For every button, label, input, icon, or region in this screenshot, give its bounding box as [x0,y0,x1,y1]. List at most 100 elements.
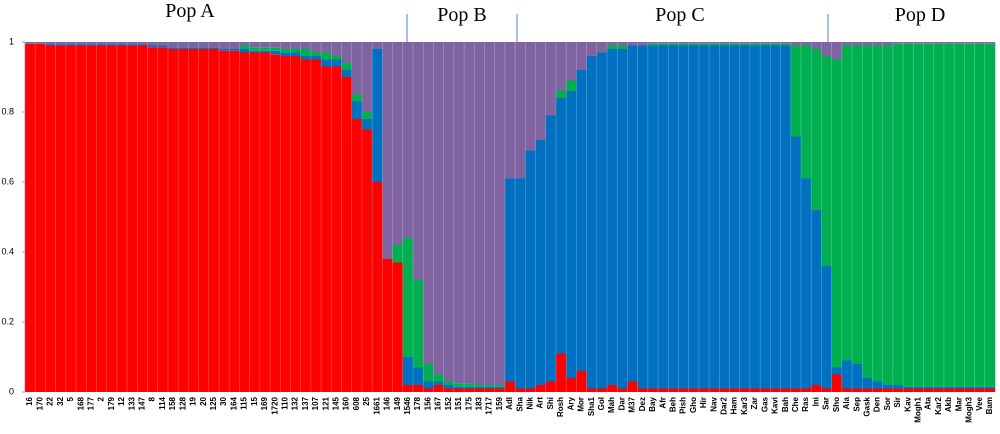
x-tick-label: Kav [903,396,912,411]
annotation: Pop B [437,4,486,26]
bar-segment [770,388,781,392]
x-tick-label: Gas [760,396,769,412]
bar-segment [678,45,689,389]
bar-segment [627,45,638,382]
bar-segment [229,50,240,392]
bar-segment [698,45,710,389]
bar-segment [658,388,669,392]
x-tick-label: Pish [679,397,688,414]
bar-segment [780,45,792,389]
bar-segment [535,140,547,385]
bar-segment [423,42,434,364]
bar-segment [678,388,689,392]
bar-segment [321,52,332,60]
x-tick-label: 132 [291,396,300,410]
bar-segment [954,43,965,387]
bar-segment [423,388,434,392]
bar-segment [821,266,832,389]
bar-segment [198,47,210,49]
x-tick-label: Afr [658,397,667,409]
bar-segment [841,388,853,392]
x-tick-label: 170 [35,396,44,410]
x-tick-label: Beh [668,397,677,412]
bar-segment [647,42,659,44]
x-tick-label: 179 [107,396,116,410]
x-tick-label: 149 [393,396,402,410]
bar-segment [678,43,689,46]
bar-segment [372,182,383,392]
bar-segment [280,56,291,392]
bar-segment [453,388,465,392]
bar-segment [361,112,373,119]
x-tick-label: Dar [617,397,626,410]
bar-segment [137,45,148,392]
bar-segment [127,42,138,45]
bar-segment [576,70,587,371]
x-tick-label: 30 [219,396,228,405]
x-tick-label: 15 [250,396,259,405]
bar-segment [372,42,383,49]
bar-segment [586,42,598,56]
bar-segment [464,383,475,387]
bar-segment [300,56,312,60]
bar-segment [310,59,322,392]
bar-segment [637,42,649,46]
bar-segment [913,388,924,392]
x-tick-label: Ary [566,396,575,410]
bar-segment [413,280,424,368]
bar-segment [933,42,945,44]
bar-segment [290,52,301,56]
bar-segment [504,42,516,179]
bar-segment [596,42,608,53]
x-tick-label: Gol [597,397,606,410]
bar-segment [106,45,118,392]
x-tick-label: 608 [352,396,361,410]
bar-segment [45,45,56,392]
bar-segment [739,45,751,389]
bar-segment [106,42,118,45]
x-tick-label: Akb [944,397,953,412]
bar-segment [351,101,363,119]
bar-segment [729,45,741,389]
bar-segment [453,42,465,384]
bar-segment [709,42,720,44]
bar-segment [535,42,547,140]
bar-segment [453,386,465,389]
bar-segment [739,388,751,392]
bar-segment [801,388,812,392]
bar-segment [617,42,628,46]
bar-segment [198,42,210,48]
bar-segment [790,45,802,137]
x-tick-label: Nik [526,396,535,409]
bar-segment [25,43,36,392]
bar-segment [147,42,159,46]
bar-segment [515,388,526,392]
bar-segment [903,386,914,389]
x-tick-label: 125 [209,396,218,410]
bar-segment [739,43,751,46]
bar-segment [923,43,935,387]
bar-segment [749,388,761,392]
bar-segment [341,63,353,70]
bar-segment [392,262,404,392]
bar-segment [249,50,261,53]
bar-segment [555,42,567,91]
bar-segment [892,385,904,389]
bar-segment [300,59,312,392]
bar-segment [954,388,965,392]
bar-segment [770,45,781,389]
bar-segment [321,42,332,53]
bar-segment [280,42,291,49]
bar-segment [259,42,271,48]
bar-segment [862,45,873,378]
bar-segment [331,56,342,60]
bar-segment [116,45,128,392]
bar-segment [872,381,883,389]
bar-segment [576,42,587,70]
bar-segment [413,367,424,385]
bar-segment [586,388,598,392]
bar-segment [331,59,342,67]
bar-segment [239,42,250,46]
bar-segment [484,386,495,389]
bar-segment [852,364,863,389]
